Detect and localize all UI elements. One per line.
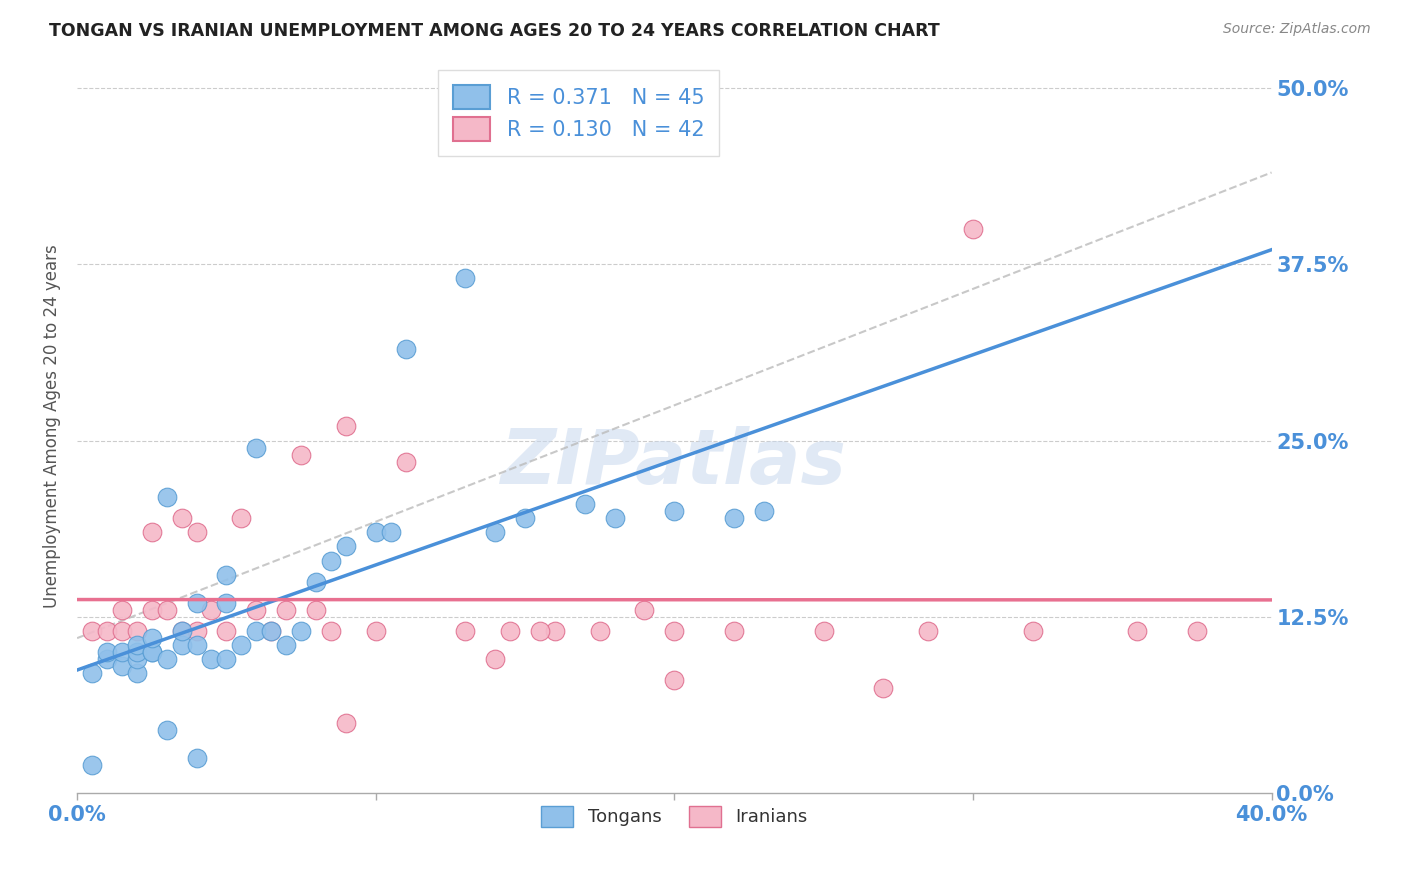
Point bbox=[574, 497, 596, 511]
Point bbox=[200, 603, 222, 617]
Point bbox=[186, 638, 208, 652]
Point bbox=[170, 624, 193, 638]
Text: Source: ZipAtlas.com: Source: ZipAtlas.com bbox=[1223, 22, 1371, 37]
Point bbox=[141, 603, 163, 617]
Point bbox=[276, 638, 298, 652]
Point bbox=[111, 645, 134, 659]
Point bbox=[170, 624, 193, 638]
Point bbox=[245, 441, 267, 455]
Point bbox=[96, 624, 118, 638]
Point bbox=[96, 652, 118, 666]
Point bbox=[813, 624, 835, 638]
Point bbox=[260, 624, 283, 638]
Point bbox=[231, 511, 253, 525]
Text: TONGAN VS IRANIAN UNEMPLOYMENT AMONG AGES 20 TO 24 YEARS CORRELATION CHART: TONGAN VS IRANIAN UNEMPLOYMENT AMONG AGE… bbox=[49, 22, 941, 40]
Point bbox=[186, 751, 208, 765]
Point bbox=[364, 525, 387, 540]
Point bbox=[454, 624, 477, 638]
Point bbox=[603, 511, 626, 525]
Point bbox=[454, 271, 477, 285]
Point bbox=[215, 567, 238, 582]
Point bbox=[394, 455, 416, 469]
Point bbox=[156, 603, 179, 617]
Point bbox=[125, 638, 148, 652]
Point bbox=[633, 603, 655, 617]
Point bbox=[231, 638, 253, 652]
Point bbox=[589, 624, 612, 638]
Point bbox=[245, 624, 267, 638]
Point bbox=[664, 624, 686, 638]
Point bbox=[215, 652, 238, 666]
Point bbox=[200, 652, 222, 666]
Legend: Tongans, Iranians: Tongans, Iranians bbox=[531, 797, 817, 836]
Point bbox=[484, 525, 506, 540]
Y-axis label: Unemployment Among Ages 20 to 24 years: Unemployment Among Ages 20 to 24 years bbox=[44, 244, 60, 608]
Point bbox=[664, 504, 686, 518]
Point bbox=[186, 525, 208, 540]
Point bbox=[380, 525, 402, 540]
Point bbox=[245, 603, 267, 617]
Point bbox=[917, 624, 939, 638]
Point bbox=[544, 624, 567, 638]
Point bbox=[141, 525, 163, 540]
Point bbox=[215, 624, 238, 638]
Point bbox=[499, 624, 522, 638]
Point bbox=[394, 342, 416, 356]
Point bbox=[80, 666, 103, 681]
Point bbox=[290, 448, 312, 462]
Point bbox=[156, 490, 179, 504]
Point bbox=[80, 624, 103, 638]
Point bbox=[319, 624, 342, 638]
Point bbox=[513, 511, 536, 525]
Point bbox=[156, 652, 179, 666]
Point bbox=[141, 645, 163, 659]
Point bbox=[111, 624, 134, 638]
Point bbox=[125, 666, 148, 681]
Point bbox=[215, 596, 238, 610]
Point bbox=[80, 758, 103, 772]
Point bbox=[364, 624, 387, 638]
Point bbox=[529, 624, 551, 638]
Point bbox=[872, 681, 894, 695]
Point bbox=[186, 596, 208, 610]
Point bbox=[1126, 624, 1149, 638]
Point bbox=[664, 673, 686, 688]
Point bbox=[962, 222, 984, 236]
Point bbox=[290, 624, 312, 638]
Point bbox=[170, 511, 193, 525]
Point bbox=[305, 574, 328, 589]
Point bbox=[723, 624, 745, 638]
Point bbox=[111, 659, 134, 673]
Point bbox=[276, 603, 298, 617]
Point bbox=[141, 631, 163, 645]
Point bbox=[111, 603, 134, 617]
Point bbox=[156, 723, 179, 737]
Point bbox=[125, 645, 148, 659]
Point bbox=[170, 638, 193, 652]
Point bbox=[1021, 624, 1043, 638]
Point bbox=[319, 553, 342, 567]
Text: ZIPatlas: ZIPatlas bbox=[502, 426, 848, 500]
Point bbox=[335, 540, 357, 554]
Point bbox=[335, 419, 357, 434]
Point bbox=[125, 652, 148, 666]
Point bbox=[125, 624, 148, 638]
Point bbox=[335, 715, 357, 730]
Point bbox=[141, 645, 163, 659]
Point bbox=[305, 603, 328, 617]
Point bbox=[186, 624, 208, 638]
Point bbox=[260, 624, 283, 638]
Point bbox=[484, 652, 506, 666]
Point bbox=[723, 511, 745, 525]
Point bbox=[96, 645, 118, 659]
Point bbox=[1185, 624, 1208, 638]
Point bbox=[752, 504, 775, 518]
